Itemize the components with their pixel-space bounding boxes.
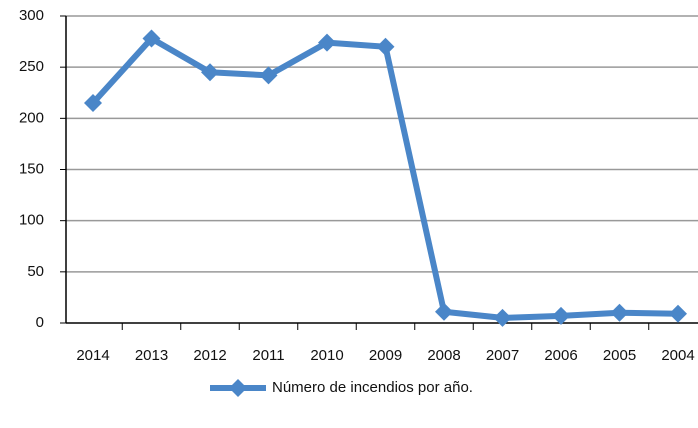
- data-marker: [259, 66, 278, 85]
- data-marker: [669, 304, 687, 323]
- data-marker: [552, 306, 570, 325]
- data-line: [90, 35, 679, 321]
- y-tick-label: 250: [19, 58, 44, 75]
- data-marker: [376, 37, 395, 56]
- x-tick-label: 2012: [193, 347, 226, 364]
- x-tick-label: 2006: [544, 347, 577, 364]
- data-marker: [435, 302, 453, 321]
- data-marker: [142, 29, 161, 48]
- y-tick-label: 100: [19, 212, 44, 229]
- y-tick-label: 150: [19, 160, 44, 177]
- y-tick-label: 50: [27, 263, 44, 280]
- x-tick-label: 2008: [427, 347, 460, 364]
- x-tick-label: 2005: [603, 347, 636, 364]
- data-marker: [610, 303, 629, 322]
- y-tick-label: 300: [19, 7, 44, 24]
- x-tick-label: 2007: [486, 347, 519, 364]
- x-tick-label: 2009: [369, 347, 402, 364]
- x-tick-label: 2013: [135, 347, 168, 364]
- x-tick-label: 2004: [661, 347, 694, 364]
- x-tick-label: 2011: [252, 347, 284, 364]
- data-marker: [318, 33, 336, 52]
- data-marker: [201, 63, 219, 82]
- legend-marker: [229, 379, 247, 397]
- data-marker: [84, 93, 102, 112]
- y-tick-label: 0: [36, 314, 44, 331]
- legend-label: Número de incendios por año.: [272, 379, 473, 396]
- x-tick-label: 2010: [310, 347, 343, 364]
- y-tick-label: 200: [19, 109, 44, 126]
- data-marker: [493, 308, 512, 327]
- x-tick-label: 2014: [76, 347, 109, 364]
